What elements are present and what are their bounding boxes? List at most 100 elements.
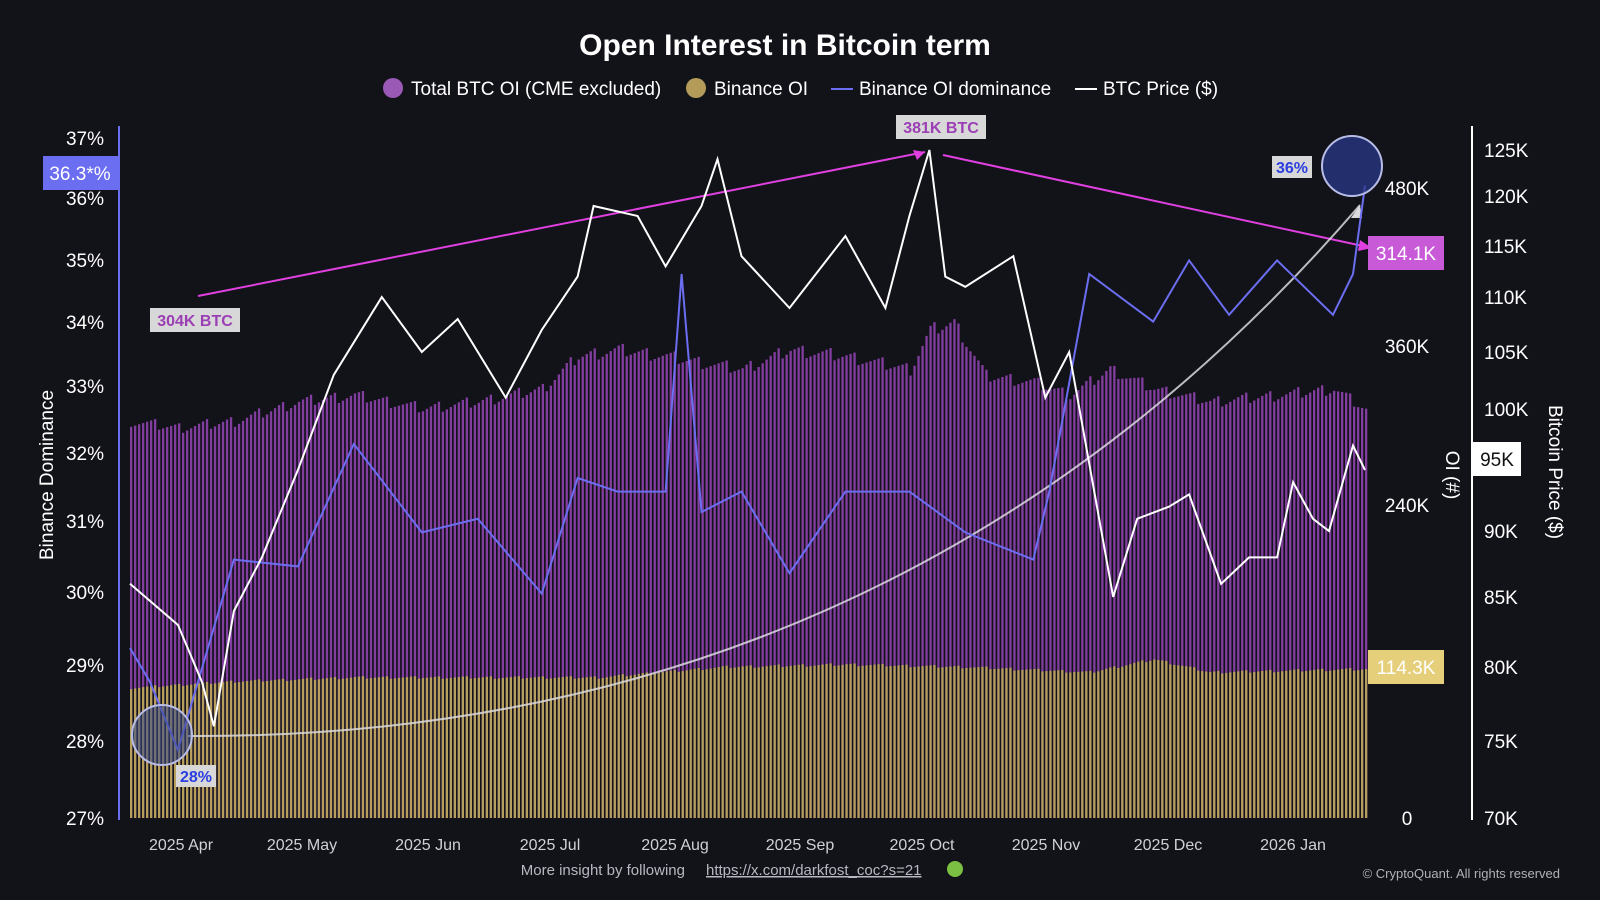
footer-link[interactable]: https://x.com/darkfost_coc?s=21 (706, 862, 922, 879)
total-oi-bar (1097, 380, 1100, 818)
binance-oi-bar (1233, 671, 1236, 818)
binance-oi-bar (413, 676, 417, 818)
left-tick-label: 34% (66, 313, 104, 334)
binance-oi-bar (321, 678, 325, 818)
total-oi-bar (1181, 395, 1184, 818)
total-oi-bar (1001, 377, 1004, 818)
total-oi-bar (349, 395, 353, 818)
oi-total-badge: 314.1K (1376, 244, 1437, 265)
binance-oi-bar (1329, 670, 1332, 818)
total-oi-bar (521, 397, 524, 818)
total-oi-bar (965, 346, 968, 818)
binance-oi-bar (1181, 665, 1184, 818)
total-oi-bar (1357, 407, 1360, 818)
copyright-text: © CryptoQuant. All rights reserved (1363, 866, 1560, 881)
binance-oi-bar (1345, 668, 1348, 818)
total-oi-bar (297, 401, 301, 818)
binance-oi-bar (1149, 660, 1152, 818)
dom-high-label-box (1272, 156, 1312, 178)
total-oi-bar (437, 401, 441, 818)
binance-oi-bar (489, 676, 492, 818)
binance-oi-bar (425, 677, 429, 818)
legend-label-total-oi[interactable]: Total BTC OI (CME excluded) (411, 79, 661, 100)
binance-oi-bar (753, 667, 756, 818)
footer-text: More insight by following (521, 862, 685, 879)
total-oi-bar (225, 419, 229, 818)
legend-label-binance-oi[interactable]: Binance OI (714, 79, 808, 100)
binance-oi-bar (329, 677, 333, 818)
binance-oi-bar (1069, 672, 1072, 818)
peak-oi-label-box (896, 115, 986, 139)
binance-oi-bar (533, 677, 536, 818)
legend-label-dominance[interactable]: Binance OI dominance (859, 79, 1051, 100)
total-oi-bar (1025, 381, 1028, 818)
binance-oi-bar (1321, 668, 1324, 818)
binance-oi-bar (1213, 671, 1216, 818)
binance-oi-bar (989, 669, 992, 818)
binance-oi-bar (1285, 670, 1288, 818)
oi-total-badge-box (1368, 236, 1444, 270)
binance-oi-bar (1041, 671, 1044, 818)
total-oi-bar (617, 345, 620, 818)
total-oi-bar (585, 354, 588, 818)
total-oi-bar (1045, 389, 1048, 818)
binance-oi-bar (765, 666, 768, 818)
total-oi-bar (733, 371, 736, 818)
binance-oi-bar (1341, 669, 1344, 818)
binance-oi-bar (845, 664, 848, 818)
binance-oi-bar (777, 664, 780, 818)
left-axis-title: Binance Dominance (37, 390, 58, 560)
total-oi-bar (957, 323, 960, 818)
total-oi-bar (130, 426, 133, 818)
binance-oi-bar (1025, 669, 1028, 818)
total-oi-bar (941, 329, 944, 818)
binance-oi-bar (673, 669, 676, 818)
price-axis-ticks: 125K 120K 115K 110K 105K 100K 90K 85K 80K 75K 70K (1484, 141, 1529, 830)
total-oi-bar (1013, 385, 1016, 818)
total-oi-bar (477, 402, 480, 818)
total-oi-bar (1073, 394, 1076, 818)
binance-oi-bar (741, 666, 744, 818)
binance-oi-bar (405, 677, 409, 818)
binance-oi-bar (1309, 670, 1312, 818)
binance-oi-bar (225, 681, 229, 818)
legend-label-price[interactable]: BTC Price ($) (1103, 79, 1218, 100)
total-oi-bar (1241, 394, 1244, 818)
total-oi-bar (329, 395, 333, 818)
total-oi-bar (813, 354, 816, 818)
binance-oi-bar (549, 678, 552, 818)
binance-oi-bar (757, 667, 760, 818)
oi-axis-title: OI (#) (1441, 451, 1462, 500)
low-oi-label-box (150, 308, 240, 332)
left-tick-label: 31% (66, 512, 104, 533)
binance-oi-bar (877, 664, 880, 818)
x-tick-label: 2025 Jul (520, 837, 581, 854)
total-oi-bar (653, 359, 656, 818)
binance-oi-bar (469, 678, 472, 818)
binance-oi-bar (617, 674, 620, 818)
binance-oi-bar (929, 665, 932, 818)
total-oi-bar (545, 391, 548, 818)
binance-oi-bar (705, 669, 708, 818)
binance-oi-bar (385, 676, 389, 818)
total-oi-bar (401, 404, 405, 818)
total-oi-bar (685, 361, 688, 818)
binance-oi-bar (733, 667, 736, 818)
binance-oi-bar (825, 664, 828, 818)
binance-oi-bar (1161, 660, 1164, 818)
dominance-low-marker (131, 704, 193, 766)
total-oi-bar (1317, 387, 1320, 818)
total-oi-bar (629, 354, 632, 818)
total-oi-bar (1033, 378, 1036, 818)
price-tick-label: 100K (1484, 400, 1529, 421)
oi-trend-down-arrow (942, 154, 1373, 249)
binance-oi-bar (745, 665, 748, 818)
total-oi-bar (605, 353, 608, 818)
binance-oi-bar (901, 665, 904, 818)
total-oi-bar (865, 362, 868, 818)
total-oi-bar (1237, 397, 1240, 818)
total-oi-bar (765, 359, 768, 818)
binance-oi-bar (497, 678, 500, 818)
total-oi-bar (649, 360, 652, 818)
binance-oi-bar (393, 678, 397, 818)
